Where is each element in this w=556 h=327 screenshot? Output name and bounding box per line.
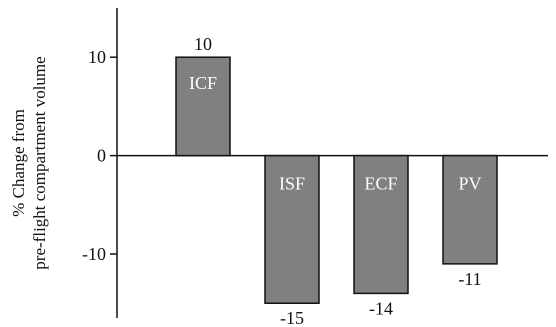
bar-isf xyxy=(264,154,320,304)
y-tick-label: -10 xyxy=(82,244,106,264)
y-tick-label: 0 xyxy=(97,146,106,166)
bars: ICF 10 ISF -15 ECF -14 PV -11 xyxy=(175,34,498,327)
y-tick-label: 10 xyxy=(88,47,106,67)
bar-category-label: PV xyxy=(458,174,481,194)
bar-category-label: ISF xyxy=(279,174,305,194)
bar-value-label: -11 xyxy=(458,269,481,289)
bar-value-label: -15 xyxy=(280,308,304,327)
bar-value-label: 10 xyxy=(194,34,212,54)
y-axis-label-line-2: pre-flight compartment volume xyxy=(30,56,49,269)
bar-icf xyxy=(175,56,231,157)
bar-pv xyxy=(442,154,498,265)
bar-category-label: ICF xyxy=(189,73,217,93)
y-axis-label-line-1: % Change from xyxy=(9,109,28,217)
bar-ecf xyxy=(353,154,409,295)
bar-value-label: -14 xyxy=(369,298,393,318)
bar-category-label: ECF xyxy=(364,174,397,194)
